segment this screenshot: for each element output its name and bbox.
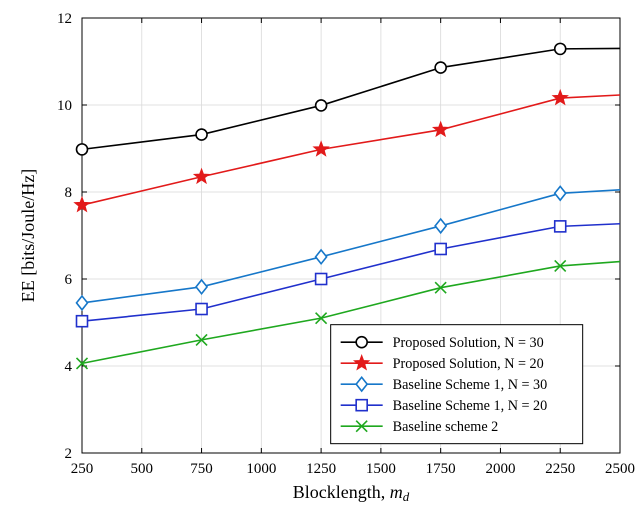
legend: Proposed Solution, N = 30 Proposed Soluti…	[331, 325, 583, 444]
y-axis-title: EE [bits/Joule/Hz]	[18, 169, 38, 302]
x-tick-label: 2000	[485, 461, 515, 477]
y-tick-label: 12	[57, 11, 72, 27]
legend-label: Baseline scheme 2	[393, 419, 499, 435]
x-tick-label: 750	[190, 461, 213, 477]
chart-container: 250 500 750 1000 1250 1500 1750 2000 2250 2500 2 4 6…	[0, 0, 640, 511]
legend-label: Proposed Solution, N = 20	[393, 356, 544, 372]
x-tick-label: 2500	[605, 461, 635, 477]
legend-label: Baseline Scheme 1, N = 20	[393, 398, 548, 414]
x-tick-label: 500	[131, 461, 154, 477]
x-tick-label: 1750	[426, 461, 456, 477]
legend-label: Baseline Scheme 1, N = 30	[393, 377, 548, 393]
line-chart: 250 500 750 1000 1250 1500 1750 2000 2250 2500 2 4 6…	[0, 0, 640, 511]
y-tick-label: 10	[57, 98, 72, 114]
x-tick-label: 250	[71, 461, 94, 477]
x-tick-label: 2250	[545, 461, 575, 477]
x-tick-label: 1000	[246, 461, 276, 477]
y-tick-label: 8	[65, 185, 73, 201]
y-tick-label: 4	[65, 359, 73, 375]
x-axis-title: Blocklength, md	[293, 482, 410, 504]
legend-label: Proposed Solution, N = 30	[393, 335, 544, 351]
y-tick-label: 6	[65, 272, 73, 288]
x-tick-label: 1500	[366, 461, 396, 477]
x-tick-label: 1250	[306, 461, 336, 477]
y-tick-label: 2	[65, 446, 73, 462]
